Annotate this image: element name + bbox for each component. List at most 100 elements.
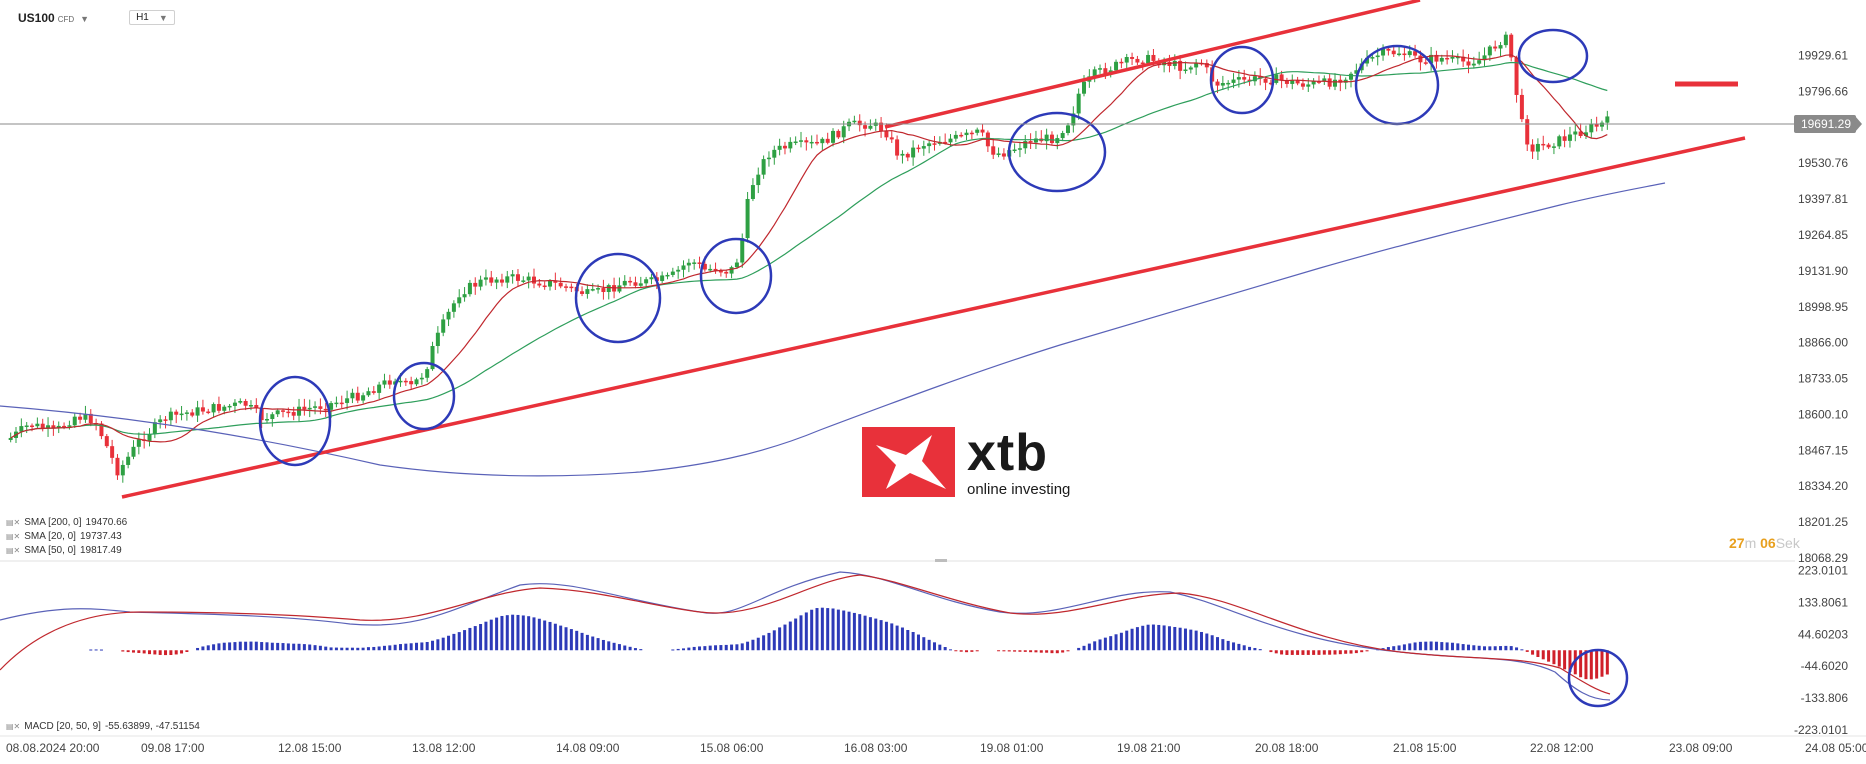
candle [1258, 76, 1263, 79]
candle [1530, 144, 1535, 152]
macd-histogram-bar [698, 646, 702, 651]
macd-histogram-bar [1392, 646, 1396, 651]
candle [494, 279, 499, 283]
candle [46, 425, 51, 429]
macd-histogram-bar [559, 625, 563, 651]
macd-histogram-bar [1162, 625, 1166, 651]
macd-histogram-bar [1216, 637, 1220, 651]
macd-histogram-bar [281, 643, 285, 651]
candle [825, 138, 830, 143]
candle [190, 412, 195, 416]
macd-histogram-bar [804, 612, 808, 651]
macd-histogram-bar [1317, 650, 1321, 655]
candle [857, 120, 862, 126]
candle [617, 285, 622, 292]
chevron-down-icon: ▼ [158, 12, 168, 23]
candle [1413, 51, 1418, 56]
symbol-selector[interactable]: US100 CFD ▼ [18, 11, 89, 25]
candle [1327, 78, 1332, 87]
candle [1429, 54, 1434, 64]
candle [355, 392, 360, 401]
macd-histogram-bar [142, 650, 146, 654]
macd-histogram-bar [415, 642, 419, 651]
macd-histogram-bar [1050, 650, 1054, 654]
candle [1541, 143, 1546, 146]
macd-histogram-bar [1557, 650, 1561, 667]
macd-histogram-bar [815, 608, 819, 651]
candle [916, 147, 921, 150]
macd-histogram-bar [473, 626, 477, 651]
macd-histogram-bar [1280, 650, 1284, 655]
candle [1423, 62, 1428, 64]
macd-histogram-bar [932, 642, 936, 651]
xtb-brand: xtb [967, 424, 1048, 482]
xtb-logo: xtb online investing [862, 427, 1070, 498]
price-tick-label: 18600.10 [1798, 407, 1848, 421]
candle [409, 381, 414, 385]
candle [900, 153, 905, 156]
legend-macd[interactable]: ▤✕ MACD [20, 50, 9] -55.63899, -47.51154 [6, 721, 200, 732]
candle [1514, 57, 1519, 95]
candle [152, 422, 157, 435]
timeframe-selector[interactable]: H1 ▼ [129, 10, 175, 25]
settings-icon[interactable]: ▤✕ [6, 722, 21, 731]
candle [403, 380, 408, 383]
candle [708, 268, 713, 271]
candle [243, 400, 248, 406]
macd-histogram-bar [735, 644, 739, 651]
macd-histogram-bar [388, 645, 392, 651]
legend-sma50[interactable]: ▤✕ SMA [50, 0] 19817.49 [6, 545, 122, 556]
macd-histogram-bar [788, 621, 792, 651]
macd-histogram-bar [318, 645, 322, 651]
candle [633, 282, 638, 286]
candle [991, 146, 996, 155]
candle [750, 185, 755, 199]
current-price-arrow [1855, 116, 1862, 132]
candle [1130, 57, 1135, 59]
macd-histogram-bar [1413, 642, 1417, 651]
macd-tick-label: 133.8061 [1798, 595, 1848, 609]
candle [425, 369, 430, 378]
candle [515, 274, 520, 281]
candle [110, 446, 115, 458]
macd-histogram-bar [447, 635, 451, 651]
candle [868, 125, 873, 129]
legend-sma200[interactable]: ▤✕ SMA [200, 0] 19470.66 [6, 517, 127, 528]
macd-signal-line [0, 574, 1611, 695]
settings-icon[interactable]: ▤✕ [6, 518, 21, 527]
macd-histogram-bar [511, 614, 515, 651]
candle [836, 130, 841, 138]
macd-histogram-bar [1130, 628, 1134, 651]
macd-histogram-bar [1151, 624, 1155, 651]
pane-resize-handle [935, 559, 947, 562]
settings-icon[interactable]: ▤✕ [6, 532, 21, 541]
candle [334, 402, 339, 405]
macd-histogram-bar [1237, 643, 1241, 651]
candle [1365, 57, 1370, 64]
legend-sma20[interactable]: ▤✕ SMA [20, 0] 19737.43 [6, 531, 122, 542]
macd-histogram-bar [1178, 627, 1182, 651]
time-tick-label: 14.08 09:00 [556, 741, 620, 755]
macd-histogram-bar [692, 646, 696, 651]
candle [62, 425, 67, 428]
time-tick-label: 15.08 06:00 [700, 741, 764, 755]
macd-histogram-bar [703, 646, 707, 651]
candle [798, 140, 803, 142]
macd-histogram-bar [484, 621, 488, 651]
macd-histogram-bar [516, 614, 520, 651]
macd-histogram-bar [874, 618, 878, 651]
candle [585, 289, 590, 294]
candle [1471, 63, 1476, 66]
macd-histogram-bar [916, 634, 920, 651]
candle [1098, 68, 1103, 70]
macd-histogram-bar [1232, 642, 1236, 651]
settings-icon[interactable]: ▤✕ [6, 546, 21, 555]
candle [120, 464, 125, 476]
macd-histogram-bar [762, 635, 766, 651]
macd-histogram-bar [441, 637, 445, 651]
candle [879, 122, 884, 132]
candle [222, 406, 227, 411]
macd-histogram-bar [687, 647, 691, 651]
